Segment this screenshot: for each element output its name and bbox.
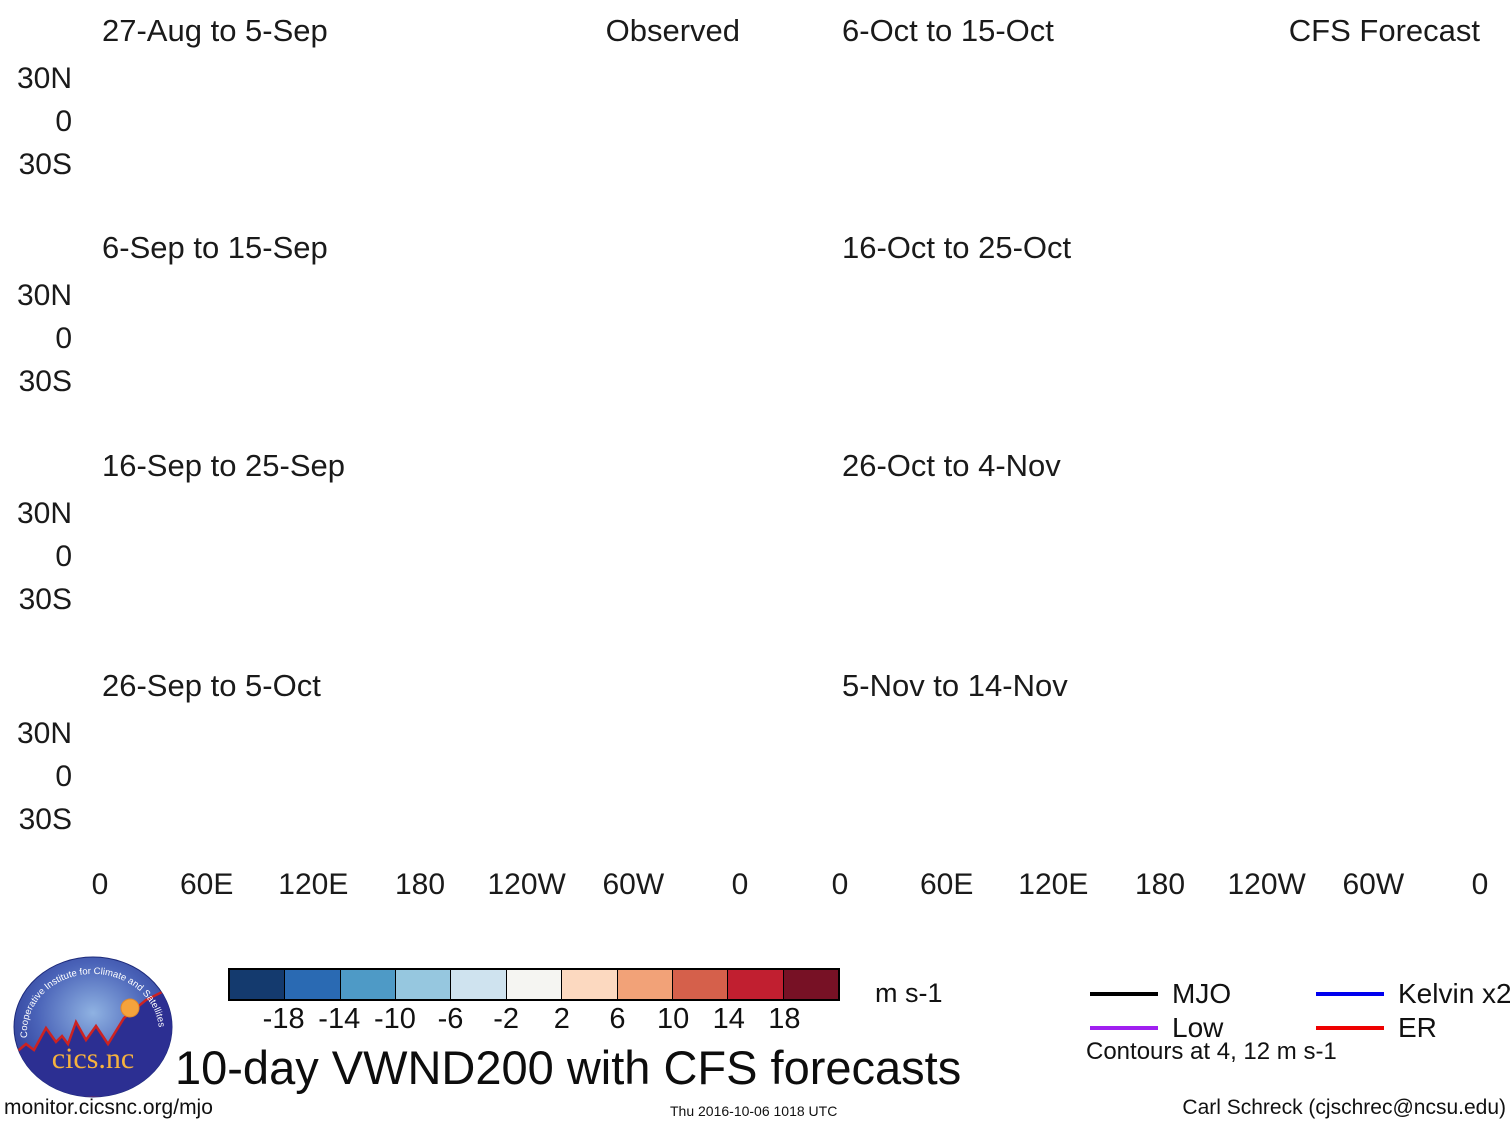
legend-line-swatch xyxy=(1090,992,1158,996)
colorbar-tick-label: 2 xyxy=(553,1003,570,1035)
contour-note: Contours at 4, 12 m s-1 xyxy=(1086,1038,1337,1065)
legend-label: Low xyxy=(1172,1012,1224,1043)
footer-author: Carl Schreck (cjschrec@ncsu.edu) xyxy=(1182,1096,1506,1119)
x-axis-label: 180 xyxy=(1134,868,1186,901)
colorbar-unit: m s-1 xyxy=(875,978,943,1008)
legend-line-swatch xyxy=(1316,992,1384,996)
legend-label: MJO xyxy=(1172,978,1232,1009)
y-axis-label: 30N xyxy=(16,62,72,96)
colorbar-cell xyxy=(451,970,507,999)
legend-line-swatch xyxy=(1316,1026,1384,1030)
x-axis-label: 180 xyxy=(394,868,446,901)
colorbar-cell xyxy=(617,970,673,999)
colorbar-tick-label: -6 xyxy=(437,1003,464,1035)
colorbar-cell xyxy=(340,970,397,999)
y-axis-label: 30S xyxy=(18,583,72,617)
y-axis-label: 30N xyxy=(16,717,72,751)
panel-title: 6-Sep to 15-Sep xyxy=(102,230,328,265)
colorbar-tick-label: -18 xyxy=(262,1003,305,1035)
x-axis-label: 120W xyxy=(1227,868,1306,901)
figure-title: 10-day VWND200 with CFS forecasts xyxy=(175,1041,962,1094)
x-axis-label: 0 xyxy=(91,868,109,901)
colorbar-cell xyxy=(562,970,618,999)
colorbar-cell xyxy=(230,970,286,999)
logo-sun-icon xyxy=(120,998,140,1018)
x-axis-label: 0 xyxy=(831,868,849,901)
colorbar-cell xyxy=(728,970,784,999)
colorbar-tick-label: 14 xyxy=(712,1003,745,1035)
legend-label: Kelvin x2 xyxy=(1398,978,1510,1009)
colorbar-tick-label: -2 xyxy=(493,1003,520,1035)
y-axis-label: 0 xyxy=(55,760,72,794)
y-axis-label: 0 xyxy=(55,322,72,356)
panel-corner-label: CFS Forecast xyxy=(1288,13,1480,48)
colorbar-tick-label: 18 xyxy=(768,1003,801,1035)
panel-title: 26-Sep to 5-Oct xyxy=(102,668,321,703)
logo-wordmark: cics.nc xyxy=(52,1042,134,1075)
x-axis-label: 0 xyxy=(1471,868,1489,901)
y-axis-label: 0 xyxy=(55,105,72,139)
colorbar-cell xyxy=(396,970,452,999)
footer-url: monitor.cicsnc.org/mjo xyxy=(4,1096,213,1119)
y-axis-label: 30N xyxy=(16,279,72,313)
y-axis-label: 0 xyxy=(55,540,72,574)
colorbar-cell xyxy=(506,970,563,999)
panel-title: 27-Aug to 5-Sep xyxy=(102,13,328,48)
footer-timestamp: Thu 2016-10-06 1018 UTC xyxy=(670,1103,838,1119)
legend-item-er: ER xyxy=(1316,1012,1437,1044)
legend-item-mjo: MJO xyxy=(1090,978,1231,1010)
x-axis-label: 60E xyxy=(179,868,234,901)
y-axis-label: 30S xyxy=(18,365,72,399)
colorbar-tick-label: -14 xyxy=(318,1003,361,1035)
x-axis-label: 60W xyxy=(1342,868,1405,901)
x-axis-label: 120E xyxy=(1018,868,1089,901)
x-axis-label: 0 xyxy=(731,868,749,901)
colorbar-tick-label: -10 xyxy=(373,1003,416,1035)
x-axis-label: 120E xyxy=(278,868,349,901)
legend-item-kelvin-x2: Kelvin x2 xyxy=(1316,978,1510,1010)
x-axis-label: 60E xyxy=(919,868,974,901)
y-axis-label: 30N xyxy=(16,497,72,531)
panel-title: 5-Nov to 14-Nov xyxy=(842,668,1068,703)
colorbar-tick-label: 6 xyxy=(609,1003,626,1035)
legend-line-swatch xyxy=(1090,1026,1158,1030)
colorbar-cell xyxy=(672,970,729,999)
x-axis-label: 120W xyxy=(487,868,566,901)
cicsnc-logo: Cooperative Institute for Climate and Sa… xyxy=(13,956,173,1098)
colorbar-cell xyxy=(783,970,838,999)
legend-label: ER xyxy=(1398,1012,1437,1043)
y-axis-label: 30S xyxy=(18,148,72,182)
panel-corner-label: Observed xyxy=(605,13,740,48)
panel-title: 26-Oct to 4-Nov xyxy=(842,448,1061,483)
panel-title: 16-Sep to 25-Sep xyxy=(102,448,346,483)
colorbar-tick-label: 10 xyxy=(656,1003,690,1035)
panel-title: 6-Oct to 15-Oct xyxy=(842,13,1054,48)
x-axis-label: 60W xyxy=(602,868,665,901)
colorbar-cell xyxy=(285,970,341,999)
panel-title: 16-Oct to 25-Oct xyxy=(842,230,1072,265)
legend-item-low: Low xyxy=(1090,1012,1223,1044)
y-axis-label: 30S xyxy=(18,803,72,837)
colorbar xyxy=(228,968,840,1001)
